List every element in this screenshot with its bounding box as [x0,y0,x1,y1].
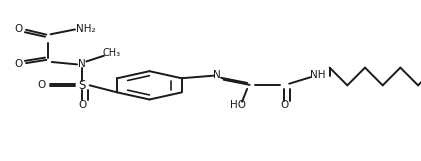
Text: HO: HO [230,100,246,110]
Text: O: O [37,80,45,90]
Text: NH: NH [310,70,325,80]
Text: O: O [78,100,86,110]
Text: S: S [78,79,86,92]
Text: N: N [213,70,221,80]
Text: N: N [78,59,86,69]
Text: O: O [15,24,23,34]
Text: NH₂: NH₂ [77,24,96,34]
Text: O: O [15,59,23,69]
Text: O: O [280,100,288,110]
Text: CH₃: CH₃ [102,48,121,58]
